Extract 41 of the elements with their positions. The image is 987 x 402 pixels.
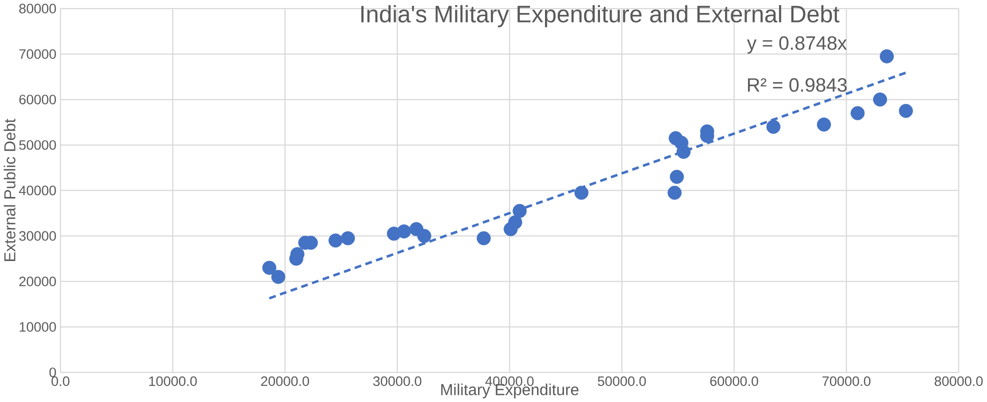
point [676,144,691,159]
x-tick-label: 40000.0 [485,376,534,386]
x-tick-label: 50000.0 [598,376,646,386]
point [816,117,831,132]
y-tick-label: 40000 [19,186,56,196]
point [328,233,343,248]
point [574,186,588,200]
point [476,231,491,246]
point [512,204,527,218]
y-tick-label: 50000 [19,140,56,150]
point [850,106,865,120]
point [766,120,780,134]
x-tick-label: 20000.0 [261,376,310,386]
y-tick-label: 80000 [19,4,56,14]
annotation: R² = 0.9843 [748,78,847,92]
point [508,215,522,230]
point [670,170,684,184]
point [668,186,682,200]
point [271,270,286,284]
y-tick-label: 30000 [19,231,56,241]
x-tick-label: 80000.0 [934,376,983,386]
point [873,92,888,106]
chart-title: India's Military Expenditure and External Debt [361,4,840,28]
x-tick-label: 60000.0 [710,376,758,386]
y-tick-label: 20000 [19,276,56,286]
y-axis-title: External Public Debt [4,118,16,261]
y-tick-label: 70000 [19,49,56,59]
x-tick-label: 70000.0 [822,376,870,386]
annotation: y = 0.8748x [747,36,847,54]
point [340,231,355,246]
y-tick-label: 0 [49,368,56,378]
y-tick-label: 10000 [20,322,56,332]
x-tick-label: 0.0 [52,376,70,386]
x-tick-label: 30000.0 [373,376,422,386]
x-tick-label: 10000.0 [149,376,197,386]
point [880,49,894,64]
point [397,224,412,238]
y-tick-label: 60000 [19,94,56,104]
point [262,260,276,275]
point [417,228,432,243]
point [898,104,913,118]
